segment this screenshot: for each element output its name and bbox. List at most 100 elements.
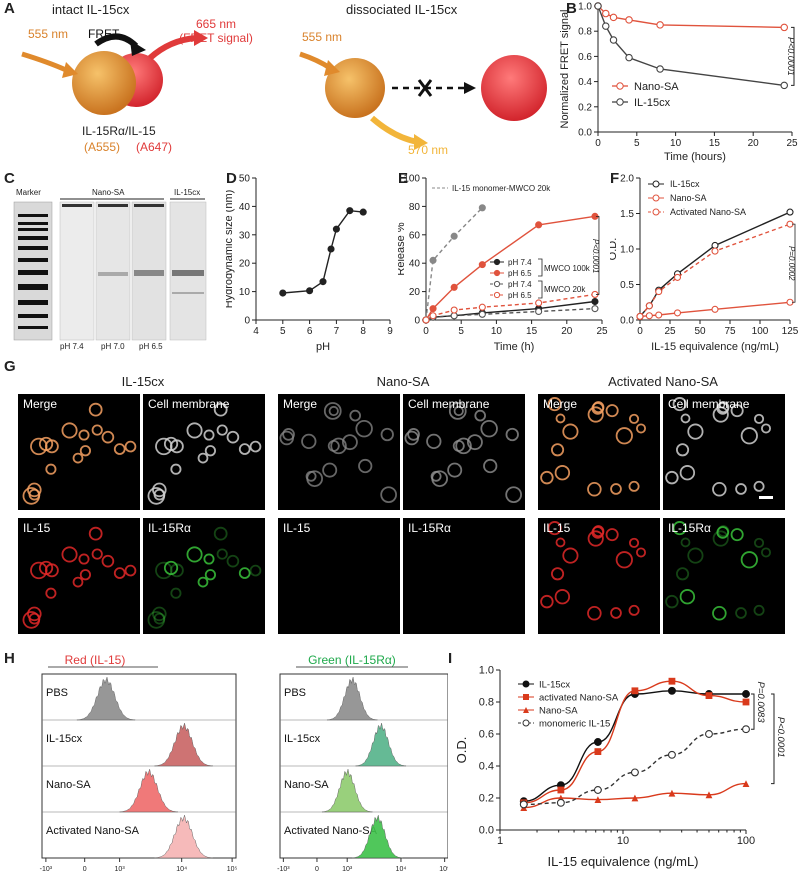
cell	[505, 486, 522, 504]
excite-arrow-left	[21, 51, 68, 73]
x-axis-label: pH	[316, 341, 330, 353]
gel-ph70-label: pH 7.0	[101, 342, 125, 351]
cell	[216, 548, 228, 560]
a647-sphere-free	[481, 55, 547, 121]
legend-label: IL-15cx	[670, 179, 700, 189]
cell	[687, 423, 704, 440]
emit-arrow-570	[370, 115, 419, 145]
h-tick-label: 10⁵	[439, 866, 448, 871]
cell	[452, 439, 465, 452]
micro-activated-merge: Merge	[538, 394, 660, 510]
legend-label: pH 7.4	[508, 258, 532, 267]
y-axis-label: Normalized FRET signal	[560, 9, 571, 128]
cell	[551, 443, 565, 457]
cell	[447, 462, 463, 478]
x-tick-label: 5	[458, 326, 464, 337]
cell	[113, 443, 126, 455]
gel-lane-ph74	[59, 201, 95, 341]
data-point	[609, 13, 618, 22]
cell	[453, 405, 464, 417]
cell	[712, 481, 727, 497]
h-tick-label: 0	[315, 866, 319, 871]
micro-activated-il15: IL-15	[538, 518, 660, 634]
y-tick-label: 2.0	[620, 174, 634, 185]
cell	[712, 605, 727, 621]
cell	[753, 537, 765, 548]
cell	[203, 553, 215, 565]
cell	[730, 528, 744, 542]
data-point	[478, 204, 486, 212]
data-point	[346, 207, 354, 215]
gel-marker-label: Marker	[16, 188, 41, 197]
data-point	[631, 794, 639, 802]
data-point	[429, 305, 437, 313]
cell	[91, 548, 103, 560]
chart-b: 0 5 10 15 20 25 0.0 0.2 0.4 0.6 0.8 1.0 Time (hours)…	[560, 2, 798, 164]
y-axis-label: O.D.	[610, 238, 619, 261]
data-point	[591, 297, 599, 306]
legend-label: activated Nano-SA	[539, 693, 619, 704]
cell	[186, 546, 203, 563]
panel-g-microscopy: IL-15cx Nano-SA Activated Nano-SA	[0, 358, 799, 648]
cell	[163, 560, 179, 576]
legend-label: IL-15cx	[539, 680, 570, 691]
panel-a-schematic: intact IL-15cx dissociated IL-15cx 555 n…	[0, 0, 560, 168]
cell	[730, 404, 744, 418]
cell	[761, 423, 772, 434]
cell	[323, 402, 342, 420]
y-tick-label: 0.8	[479, 697, 494, 709]
cell	[213, 402, 228, 417]
cell	[740, 551, 758, 569]
data-point	[780, 23, 788, 32]
y-tick-label: 0	[414, 316, 420, 327]
y-axis-label: Hydrodynamic size (nm)	[226, 190, 235, 309]
fret-arrow	[94, 33, 139, 49]
intact-title: intact IL-15cx	[52, 2, 130, 17]
y-tick-label: 100	[403, 174, 420, 185]
y-tick-label: 1.0	[578, 2, 592, 13]
x-tick-label: 20	[748, 138, 760, 149]
cell	[30, 437, 48, 456]
cell	[562, 423, 579, 440]
micro-il15cx-il15: IL-15	[18, 518, 140, 634]
legend-marker	[616, 98, 624, 106]
cell	[155, 561, 173, 580]
cell	[226, 554, 240, 568]
cell	[152, 482, 167, 498]
gel-il15cx-label: IL-15cx	[174, 188, 201, 197]
cell	[679, 465, 696, 481]
x-tick-label: 6	[307, 326, 313, 337]
x-tick-label: 25	[786, 138, 798, 149]
legend-label: Nano-SA	[634, 81, 679, 93]
micro-label: Cell membrane	[408, 397, 490, 411]
data-point	[429, 312, 437, 320]
cell	[676, 443, 690, 457]
data-point	[450, 283, 458, 291]
y-tick-label: 40	[239, 202, 251, 213]
legend-marker	[493, 258, 501, 266]
h-tick-label: 10⁵	[227, 866, 238, 871]
cell	[88, 526, 103, 541]
cell	[282, 428, 295, 441]
dissociated-title: dissociated IL-15cx	[346, 2, 458, 17]
data-point	[593, 786, 602, 794]
cell	[587, 406, 604, 423]
data-point	[780, 81, 788, 90]
cell	[628, 604, 640, 616]
panel-label-i: I	[448, 650, 453, 667]
cell	[407, 428, 420, 441]
micro-label: Merge	[543, 397, 578, 411]
chart-e: 0 5 10 15 20 25 0 20 40 60 80 100 Time (h) Release % I…	[398, 174, 608, 354]
group-label: MWCO 100k	[544, 264, 591, 273]
cell	[605, 528, 619, 542]
p-value: P<0.0001	[591, 239, 600, 273]
gel-image	[13, 198, 207, 341]
cell	[170, 587, 182, 599]
micro-nano-sa-membrane: Cell membrane	[403, 394, 525, 510]
cell	[680, 537, 691, 548]
y-tick-label: 40	[409, 259, 421, 270]
cell	[547, 397, 562, 412]
x-axis-label: IL-15 equivalence (ng/mL)	[547, 854, 698, 869]
cell	[226, 430, 240, 444]
group-label: MWCO 20k	[544, 285, 586, 294]
